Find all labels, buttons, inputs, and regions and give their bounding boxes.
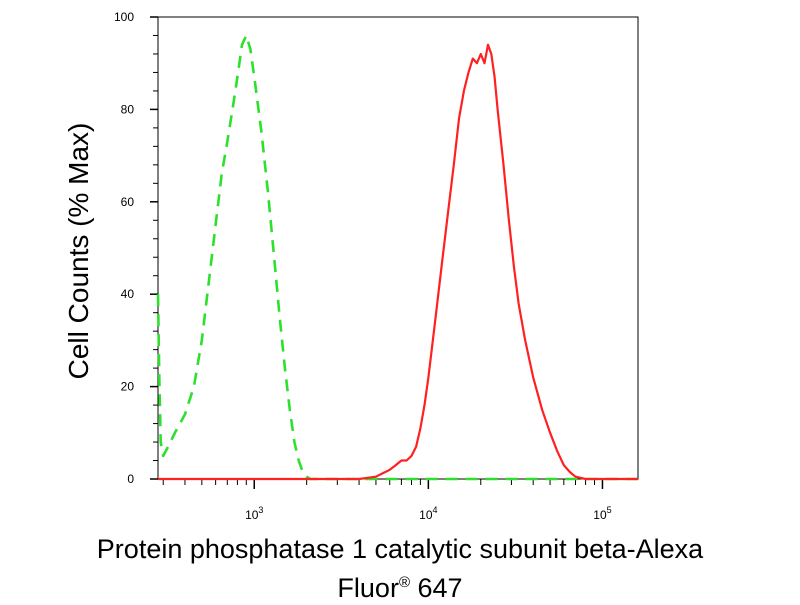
x-axis-label-fluor: Fluor xyxy=(337,573,399,603)
plot-frame xyxy=(157,16,639,480)
registered-mark: ® xyxy=(398,574,410,591)
series-sample-line xyxy=(158,43,638,481)
series-layer xyxy=(156,34,638,481)
x-axis-label-line2: Fluor® 647 xyxy=(0,566,800,605)
x-tick-label: 105 xyxy=(593,505,611,522)
y-axis: 0 20 40 60 80 100 xyxy=(114,10,158,486)
x-axis: 103 104 105 xyxy=(162,479,612,522)
y-tick-label: 100 xyxy=(114,10,134,24)
y-tick-label: 60 xyxy=(121,195,135,209)
y-tick-label: 0 xyxy=(127,472,134,486)
y-tick-label: 40 xyxy=(121,287,135,301)
y-tick-label: 80 xyxy=(121,102,135,116)
x-axis-label-line1: Protein phosphatase 1 catalytic subunit … xyxy=(96,534,704,564)
x-tick-label: 103 xyxy=(245,505,263,522)
x-tick-label: 104 xyxy=(419,505,437,522)
x-axis-label: Protein phosphatase 1 catalytic subunit … xyxy=(0,532,800,605)
plot-border xyxy=(157,16,639,480)
series-isotype-control-line xyxy=(156,34,638,481)
y-axis-label: Cell Counts (% Max) xyxy=(63,123,94,380)
x-axis-label-number: 647 xyxy=(410,573,463,603)
y-tick-label: 20 xyxy=(121,380,135,394)
